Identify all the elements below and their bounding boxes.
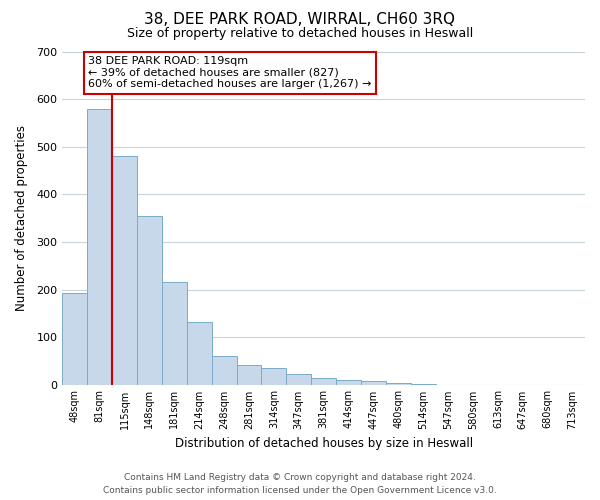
Bar: [137, 216, 162, 385]
Text: 38 DEE PARK ROAD: 119sqm
← 39% of detached houses are smaller (827)
60% of semi-: 38 DEE PARK ROAD: 119sqm ← 39% of detach…: [88, 56, 372, 90]
Bar: [286, 374, 311, 385]
Text: 38, DEE PARK ROAD, WIRRAL, CH60 3RQ: 38, DEE PARK ROAD, WIRRAL, CH60 3RQ: [145, 12, 455, 28]
Text: Contains HM Land Registry data © Crown copyright and database right 2024.
Contai: Contains HM Land Registry data © Crown c…: [103, 474, 497, 495]
Bar: [162, 282, 187, 385]
Y-axis label: Number of detached properties: Number of detached properties: [15, 126, 28, 312]
Bar: [212, 356, 236, 385]
Text: Size of property relative to detached houses in Heswall: Size of property relative to detached ho…: [127, 28, 473, 40]
Bar: [336, 380, 361, 385]
Bar: [386, 382, 411, 385]
Bar: [187, 322, 212, 385]
Bar: [87, 108, 112, 385]
Bar: [62, 292, 87, 385]
Bar: [236, 364, 262, 385]
Bar: [361, 382, 386, 385]
Bar: [411, 384, 436, 385]
Bar: [112, 156, 137, 385]
Bar: [262, 368, 286, 385]
Bar: [311, 378, 336, 385]
X-axis label: Distribution of detached houses by size in Heswall: Distribution of detached houses by size …: [175, 437, 473, 450]
